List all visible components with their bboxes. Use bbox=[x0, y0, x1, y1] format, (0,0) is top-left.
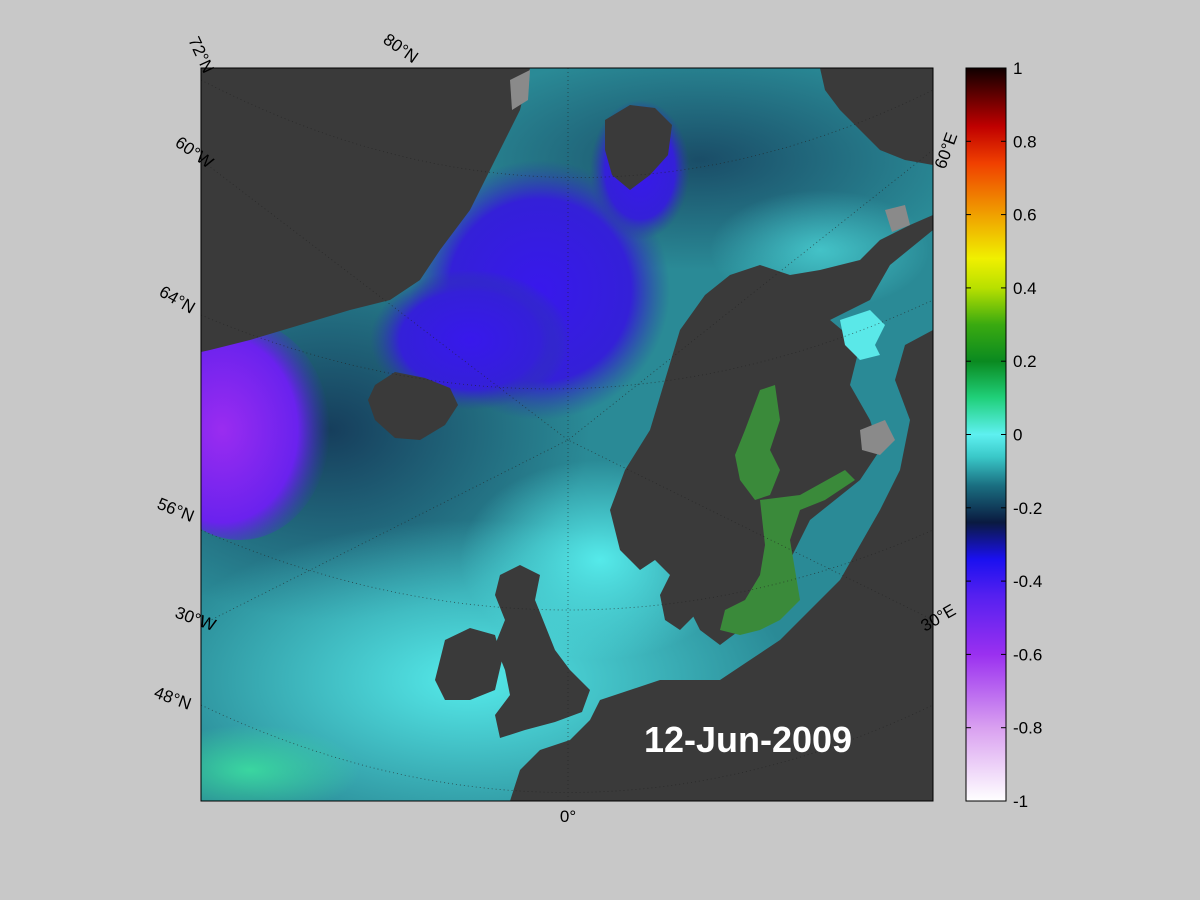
colorbar-tick-label: 0.2 bbox=[1013, 352, 1037, 371]
parallel-72n bbox=[201, 79, 933, 178]
colorbar-ticks: 1 0.8 0.6 0.4 0.2 0 -0.2 -0.4 -0.6 -0.8 -1 bbox=[966, 59, 1042, 811]
purple-anomaly-labrador bbox=[201, 320, 330, 540]
colorbar-tick-label: 0 bbox=[1013, 426, 1022, 445]
ice-russia bbox=[885, 205, 910, 232]
arctic-russia-north bbox=[820, 68, 933, 165]
denmark bbox=[660, 570, 700, 630]
lat-label-72n: 72°N bbox=[184, 34, 217, 76]
iceland bbox=[368, 372, 458, 440]
lat-label-80n: 80°N bbox=[380, 30, 422, 67]
colorbar-gradient bbox=[965, 67, 1007, 802]
meridian-30w bbox=[201, 439, 569, 626]
white-sea bbox=[840, 310, 885, 360]
gulf-of-bothnia bbox=[735, 385, 780, 500]
lat-label-56n: 56°N bbox=[155, 494, 197, 526]
meridian-60e bbox=[567, 149, 933, 441]
lat-label-48n: 48°N bbox=[152, 683, 194, 714]
lat-label-64n: 64°N bbox=[156, 282, 198, 317]
baltic-sea bbox=[720, 385, 855, 635]
ireland bbox=[435, 628, 502, 700]
ice-greenland-coast bbox=[510, 70, 530, 110]
graticule bbox=[201, 68, 933, 801]
ice-finland bbox=[860, 420, 895, 455]
green-southwest bbox=[201, 725, 360, 801]
colorbar-tick-label: 1 bbox=[1013, 59, 1022, 78]
map-frame bbox=[200, 67, 934, 802]
svalbard bbox=[605, 105, 672, 190]
colorbar: 1 0.8 0.6 0.4 0.2 0 -0.2 -0.4 -0.6 -0.8 -1 bbox=[965, 59, 1042, 811]
russia-east bbox=[510, 330, 933, 801]
lon-label-60e: 60°E bbox=[931, 130, 962, 171]
map-panel: 12-Jun-2009 bbox=[201, 68, 933, 801]
colorbar-tick-label: -0.2 bbox=[1013, 499, 1042, 518]
ice bbox=[510, 70, 910, 455]
colorbar-tick-label: -0.4 bbox=[1013, 572, 1042, 591]
blue-anomaly-2 bbox=[370, 270, 570, 410]
colorbar-tick-label: 0.8 bbox=[1013, 132, 1037, 151]
meridian-60w bbox=[201, 159, 569, 441]
lon-label-0: 0° bbox=[560, 807, 576, 826]
baltic-main bbox=[720, 470, 855, 635]
colorbar-tick-label: -0.6 bbox=[1013, 645, 1042, 664]
greenland bbox=[201, 68, 530, 352]
colorbar-tick-label: -1 bbox=[1013, 792, 1028, 811]
parallel-64n bbox=[201, 299, 933, 390]
colorbar-tick-label: -0.8 bbox=[1013, 719, 1042, 738]
colorbar-tick-label: 0.4 bbox=[1013, 279, 1037, 298]
colorbar-tick-label: 0.6 bbox=[1013, 206, 1037, 225]
date-label: 12-Jun-2009 bbox=[644, 719, 852, 760]
